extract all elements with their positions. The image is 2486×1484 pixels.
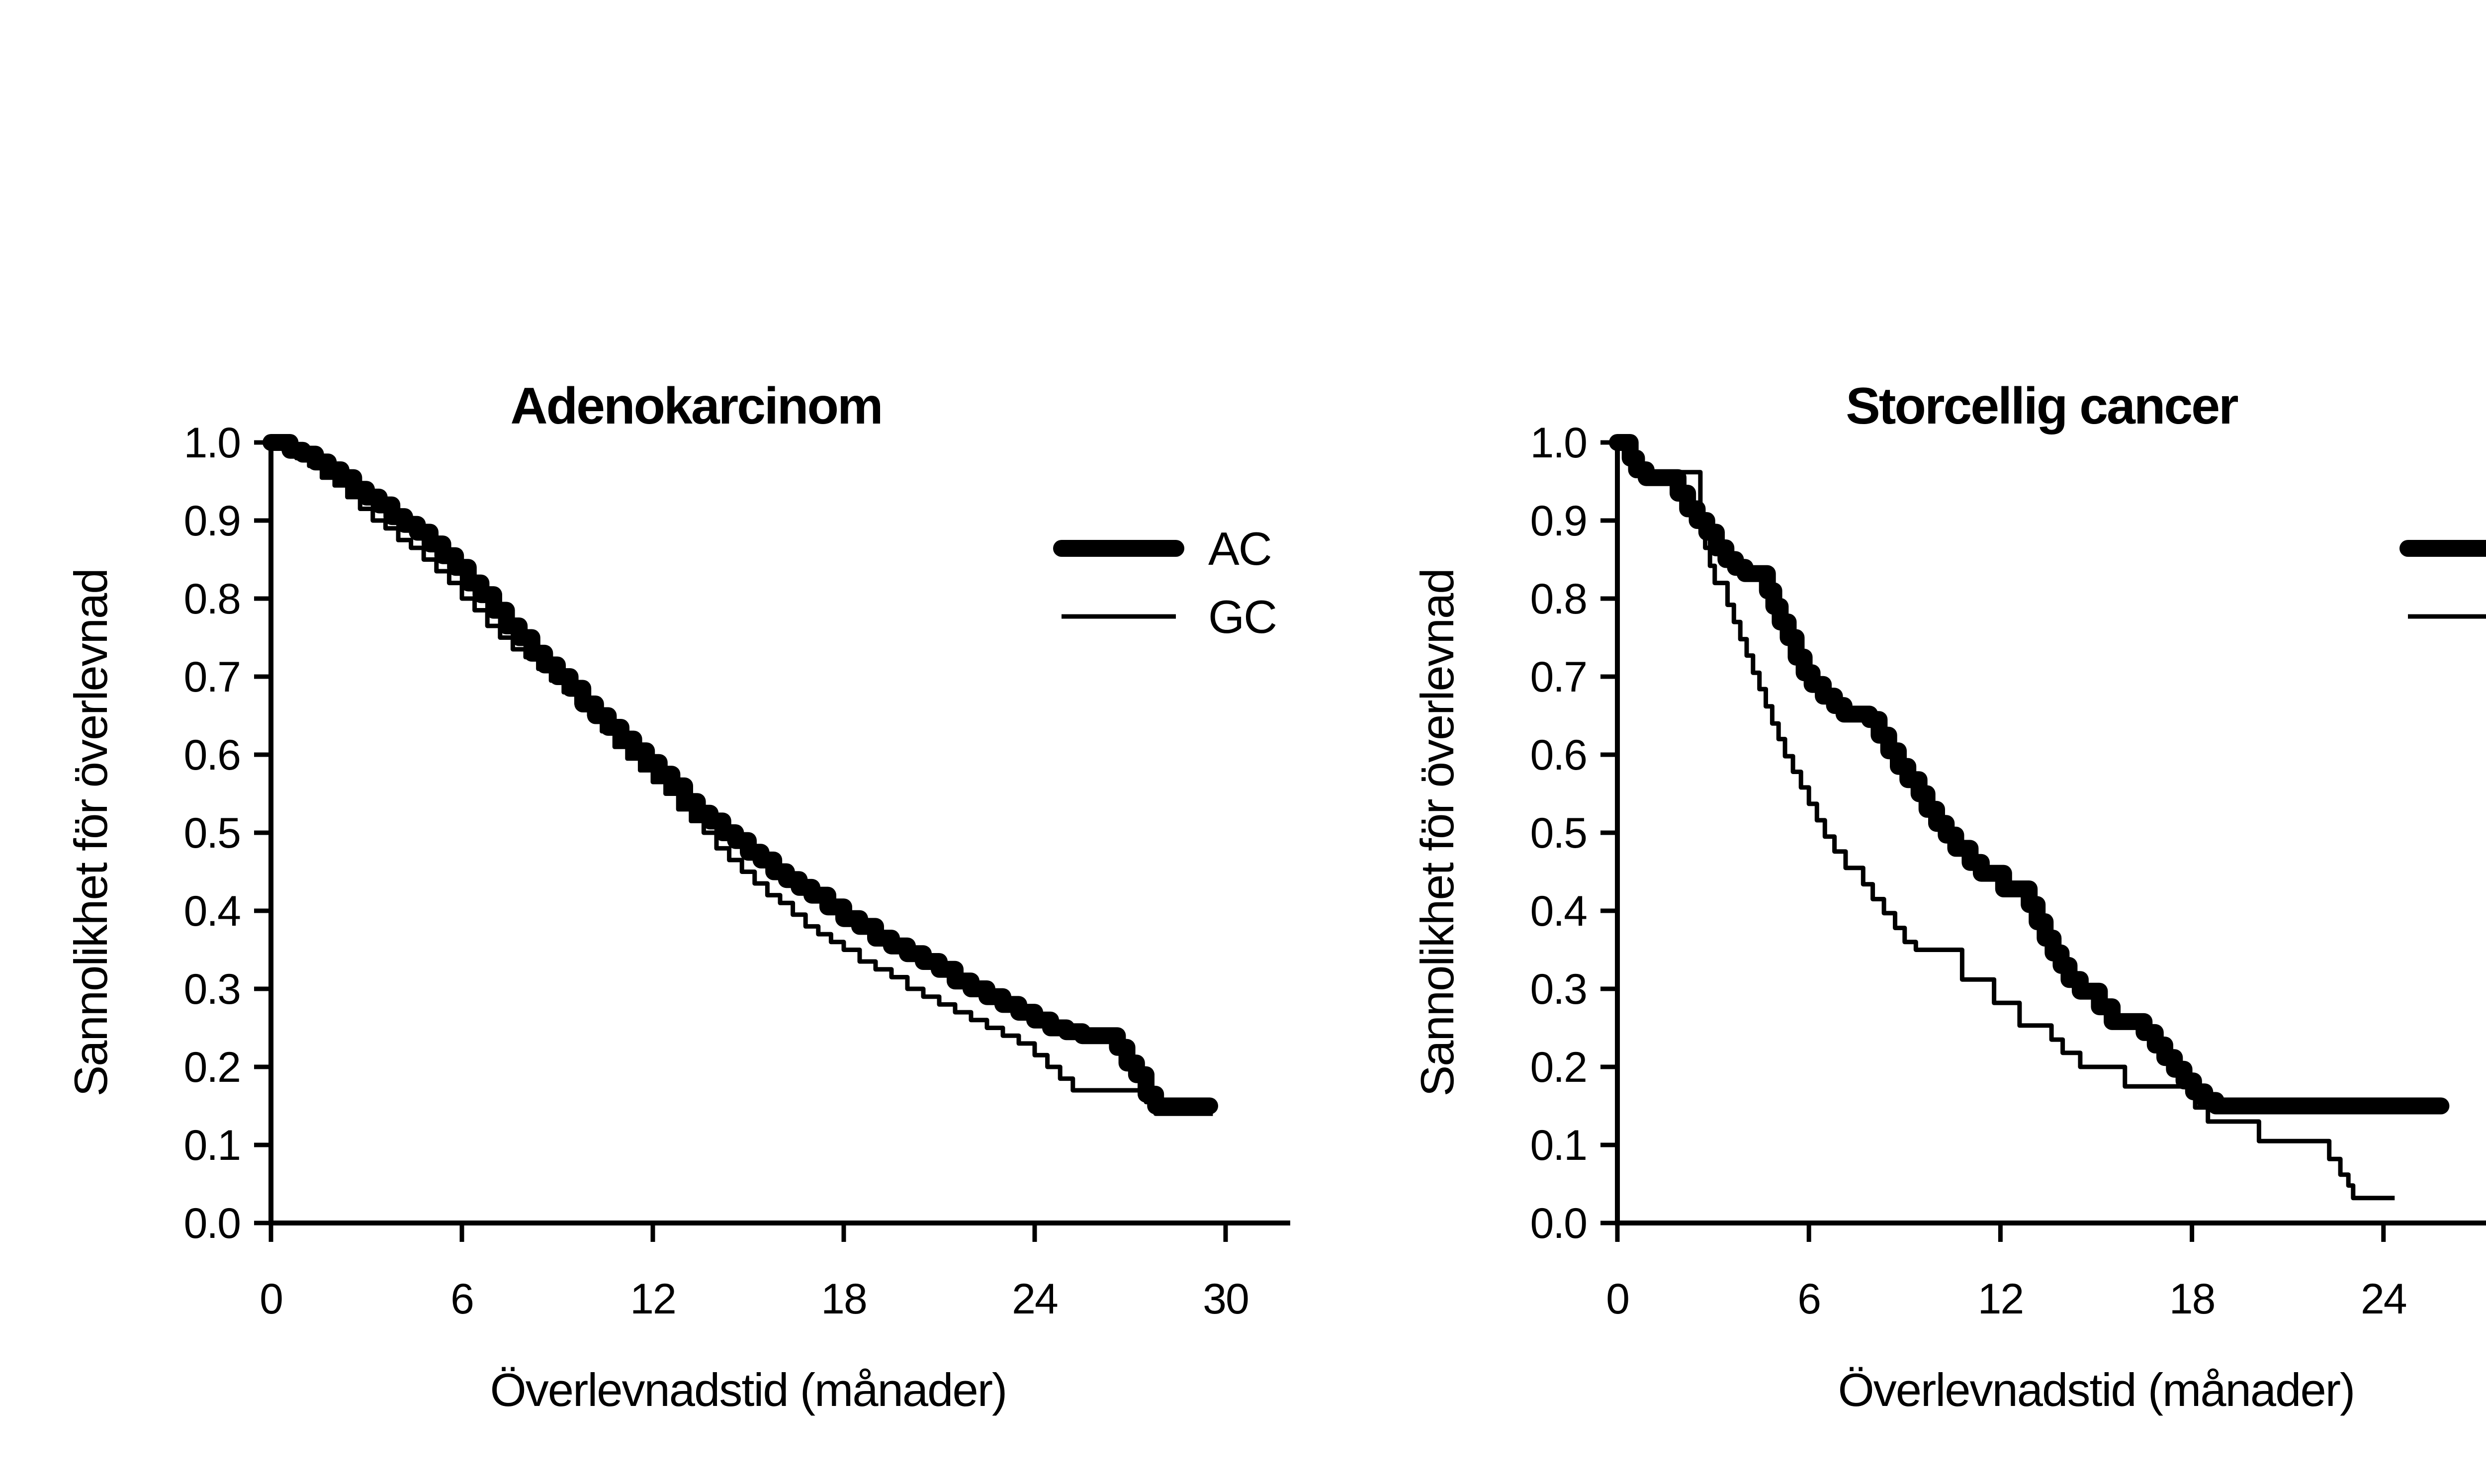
y-tick-label: 0.2 (1530, 1044, 1587, 1091)
x-tick-label: 24 (2361, 1275, 2406, 1323)
y-tick-label: 0.0 (183, 1200, 240, 1247)
x-tick-label: 12 (630, 1275, 676, 1323)
y-tick-label: 0.6 (1530, 731, 1587, 779)
x-tick-label: 6 (1797, 1275, 1820, 1323)
y-tick-label: 0.0 (1530, 1200, 1587, 1247)
series-gc-curve (1617, 440, 2395, 1201)
chart-panel-adenokarcinom: Adenokarcinom 1.0 0.9 0.8 0.7 0.6 0.5 0.4 0.3 0.2… (65, 377, 1290, 1416)
chart-panel-storcellig-cancer: Storcellig cancer 1.0 0.9 0.8 0.7 0.6 0.5 0.4 0.… (1411, 377, 2486, 1416)
y-tick-label: 0.1 (183, 1122, 240, 1169)
series-ac-curve (1609, 434, 2450, 1115)
x-tick-label: 12 (1978, 1275, 2024, 1323)
x-tick-label: 24 (1012, 1275, 1058, 1323)
y-tick-label: 0.4 (1530, 887, 1587, 935)
y-tick-label: 0.8 (1530, 575, 1587, 623)
y-tick-label: 0.2 (183, 1044, 240, 1091)
x-tick-label: 18 (821, 1275, 867, 1323)
y-tick-label: 0.5 (1530, 809, 1587, 857)
y-tick-label: 0.3 (1530, 965, 1587, 1013)
chart-title: Storcellig cancer (1846, 377, 2238, 435)
y-tick-label: 1.0 (183, 419, 240, 467)
y-tick-label: 0.3 (183, 965, 240, 1013)
y-tick-label: 0.5 (183, 809, 240, 857)
x-tick-label: 0 (1606, 1275, 1629, 1323)
y-tick-label: 0.1 (1530, 1122, 1587, 1169)
x-tick-label: 0 (260, 1275, 282, 1323)
y-tick-label: 0.7 (1530, 653, 1587, 701)
y-tick-label: 0.9 (1530, 497, 1587, 545)
x-tick-label: 6 (450, 1275, 473, 1323)
x-tick-label: 18 (2169, 1275, 2215, 1323)
y-tick-label: 0.9 (183, 497, 240, 545)
x-axis-title: Överlevnadstid (månader) (490, 1364, 1007, 1416)
x-tick-label: 30 (1203, 1275, 1248, 1323)
y-axis-title: Sannolikhet för överlevnad (1411, 569, 1463, 1096)
chart-title: Adenokarcinom (511, 377, 882, 435)
y-tick-label: 0.8 (183, 575, 240, 623)
y-tick-label: 0.6 (183, 731, 240, 779)
y-tick-label: 0.4 (183, 887, 240, 935)
y-tick-label: 0.7 (183, 653, 240, 701)
legend: AC GC (1053, 523, 1277, 643)
legend-label-gc: GC (1208, 591, 1276, 643)
legend-label-ac: AC (1208, 523, 1271, 575)
series-ac-curve (263, 434, 1218, 1115)
x-axis-title: Överlevnadstid (månader) (1838, 1364, 2355, 1416)
y-axis-title: Sannolikhet för överlevnad (65, 569, 117, 1096)
y-tick-label: 1.0 (1530, 419, 1587, 467)
